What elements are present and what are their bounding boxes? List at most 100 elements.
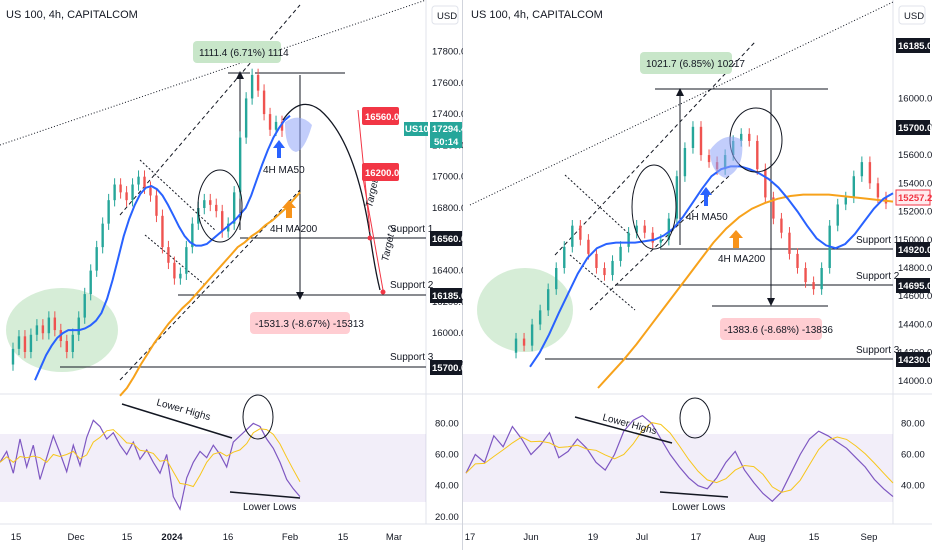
right-chart-panel: US 100, 4h, CAPITALCOM USD 1021.7 (6.85%… (463, 0, 932, 550)
time-tick-label: 15 (122, 532, 133, 543)
price-candle-body (95, 247, 98, 271)
right-rise-text: 1021.7 (6.85%) 10217 (646, 59, 745, 70)
right-rsi-layer (465, 414, 894, 503)
price-candle-body (65, 341, 68, 352)
left-projection-curve (282, 103, 381, 291)
right-ma200-label: 4H MA200 (718, 254, 766, 265)
price-candle-body (137, 176, 140, 185)
price-candle-body (860, 162, 864, 177)
left-rsi-lower-label: Lower Lows (243, 502, 296, 513)
time-tick-label: Jun (523, 532, 538, 543)
left-rise-arrow-head (236, 71, 244, 79)
left-circle-highlight (197, 169, 243, 243)
ma200-line (597, 193, 894, 389)
right-rsi-lows-line (659, 491, 729, 498)
rsi-tick-label: 20.00 (435, 512, 459, 523)
left-countdown-text: 50:14 (434, 137, 459, 148)
left-rsi-lows-line (229, 491, 301, 499)
price-candle-body (563, 246, 566, 268)
left-target1-tag (362, 107, 399, 125)
price-candle-body (125, 192, 128, 201)
rsi-tick-label: 60.00 (435, 450, 459, 461)
price-candle-body (675, 176, 679, 219)
price-tick-label: 16400.0 (432, 266, 466, 277)
left-current-price-text: 17294.4 (432, 124, 467, 135)
price-candle-body (555, 268, 558, 290)
time-tick-label: 17 (465, 532, 476, 543)
right-rsi-axis[interactable]: 80.00 60.00 40.00 (901, 418, 925, 491)
left-support2-tag-text: 16185.0 (432, 291, 466, 302)
price-candle-body (53, 317, 57, 331)
right-support3-tag (896, 352, 930, 367)
right-currency-label[interactable]: USD (904, 11, 924, 22)
right-support3-label: Support 3 (856, 345, 900, 356)
time-tick-label: Dec (68, 532, 85, 543)
price-tick-label: 14000.0 (898, 376, 932, 387)
right-blue-zone (710, 136, 743, 178)
time-tick-label: Aug (749, 532, 766, 543)
left-chart-title: US 100, 4h, CAPITALCOM (6, 9, 138, 21)
price-candle-body (131, 184, 134, 201)
left-rsi-layer (0, 419, 301, 511)
rsi-line (0, 419, 301, 511)
price-candle-body (595, 253, 598, 268)
price-tick-label: 17600.0 (432, 78, 466, 89)
price-candle-body (29, 334, 33, 352)
left-rsi-axis[interactable]: 80.00 60.00 40.00 20.00 (435, 418, 459, 523)
price-candle-body (603, 268, 606, 276)
right-support2-label: Support 2 (856, 271, 900, 282)
time-tick-label: 17 (691, 532, 702, 543)
price-candle-body (635, 225, 638, 233)
left-time-axis[interactable]: 15 Dec 15 2024 16 Feb 15 Mar (11, 532, 402, 543)
price-candle-body (185, 247, 188, 274)
rsi-tick-label: 80.00 (901, 418, 925, 429)
left-rsi-highs-line (121, 403, 233, 439)
price-candle-body (836, 204, 839, 226)
left-rise-text: 1111.4 (6.71%) 1114 (199, 48, 289, 59)
price-candle-body (203, 200, 206, 208)
price-candle-body (876, 183, 880, 198)
price-candle-body (238, 137, 242, 193)
price-candle-body (47, 317, 51, 334)
price-candle-body (522, 338, 526, 346)
price-tick-label: 15200.0 (898, 207, 932, 218)
right-ma50-up-arrow-icon (700, 187, 712, 206)
price-candle-body (280, 121, 284, 131)
left-current-name-text: US100 (405, 124, 434, 135)
price-candle-body (587, 239, 590, 254)
rsi-tick-label: 60.00 (901, 450, 925, 461)
price-candle-body (83, 294, 86, 318)
left-drop-box (250, 312, 350, 334)
price-candle-body (667, 218, 671, 240)
price-candle-body (643, 225, 646, 233)
right-long-trendline (469, 1, 894, 206)
price-candle-body (820, 268, 823, 290)
price-candle-body (89, 270, 92, 295)
price-candle-body (707, 155, 711, 163)
right-time-axis[interactable]: 17 Jun 19 Jul 17 Aug 15 Sep (465, 532, 878, 543)
price-candle-body (546, 289, 550, 311)
left-target2-tag (362, 163, 399, 181)
price-candle-body (780, 218, 783, 233)
price-tick-label: 15400.0 (898, 178, 932, 189)
right-rise-box (640, 52, 732, 74)
right-rsi-highs-line (574, 416, 673, 444)
left-currency-label[interactable]: USD (437, 11, 457, 22)
price-candle-body (756, 140, 759, 170)
right-rsi-lower-label: Lower Lows (672, 502, 725, 513)
time-tick-label: 15 (809, 532, 820, 543)
left-ma50-label: 4H MA50 (263, 165, 305, 176)
price-candle-body (852, 176, 856, 198)
price-candle-body (772, 197, 775, 219)
left-drop-arrow-head (296, 292, 304, 300)
left-rise-box (193, 41, 281, 63)
left-chart-panel: US 100, 4h, CAPITALCOM USD (0, 0, 467, 550)
time-tick-label: Sep (861, 532, 878, 543)
right-level1-tag-text: 15700.0 (898, 123, 932, 134)
price-candle-body (35, 325, 39, 335)
price-tick-label: 17800.0 (432, 46, 466, 57)
left-support2-label: Support 2 (390, 280, 434, 291)
price-candle-body (41, 325, 45, 334)
price-tick-label: 16000.0 (432, 328, 466, 339)
price-candle-body (748, 133, 751, 141)
